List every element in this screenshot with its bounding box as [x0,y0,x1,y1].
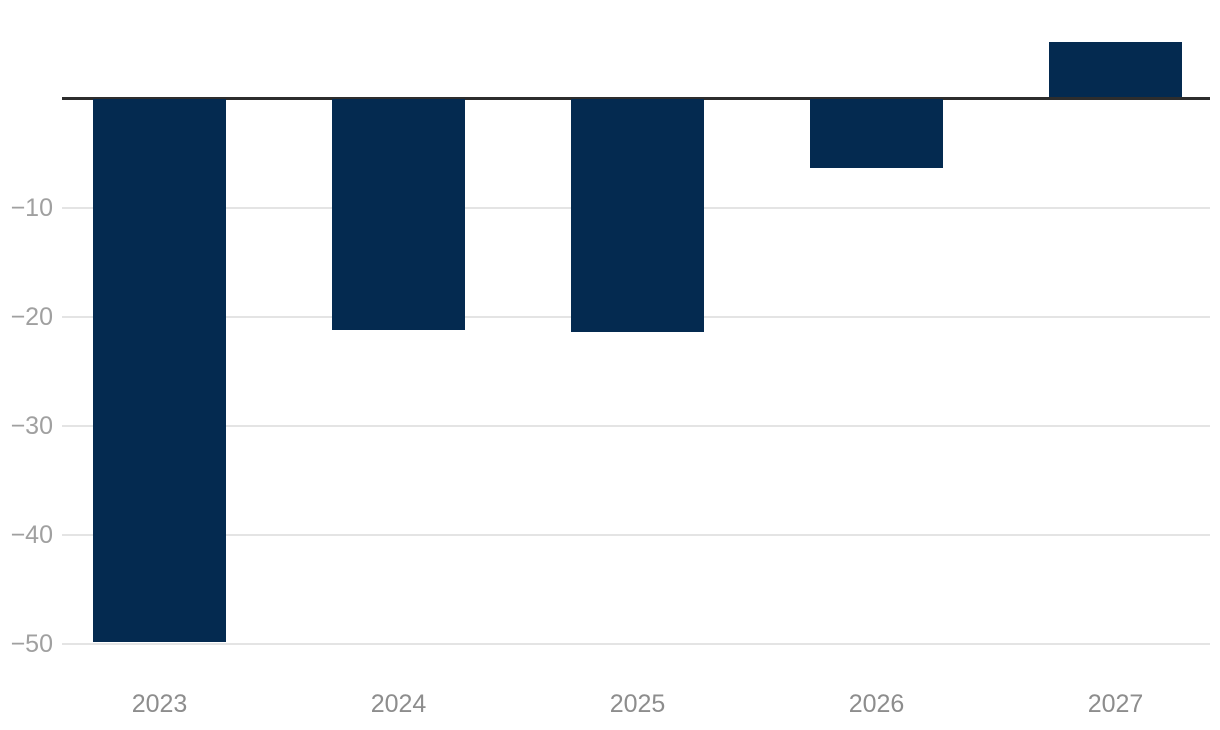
gridline [62,424,1210,427]
gridline [62,533,1210,536]
gridline [62,643,1210,645]
x-axis-label-2024: 2024 [370,690,427,718]
x-axis-label-2023: 2023 [131,690,188,718]
y-axis-tick-label: −20 [10,302,53,331]
bar-2025 [571,98,704,332]
bar-2027 [1049,42,1182,97]
x-axis-label-2027: 2027 [1087,690,1144,718]
y-axis-tick-label: −10 [10,193,53,222]
bar-2024 [332,98,465,330]
y-axis-tick-label: −40 [10,520,53,549]
x-axis-label-2026: 2026 [848,690,905,718]
bar-2026 [810,98,943,169]
x-axis-label-2025: 2025 [609,690,666,718]
y-axis-tick-label: −50 [10,630,53,658]
y-axis-tick-label: −30 [10,411,53,440]
bar-2023 [93,98,226,642]
